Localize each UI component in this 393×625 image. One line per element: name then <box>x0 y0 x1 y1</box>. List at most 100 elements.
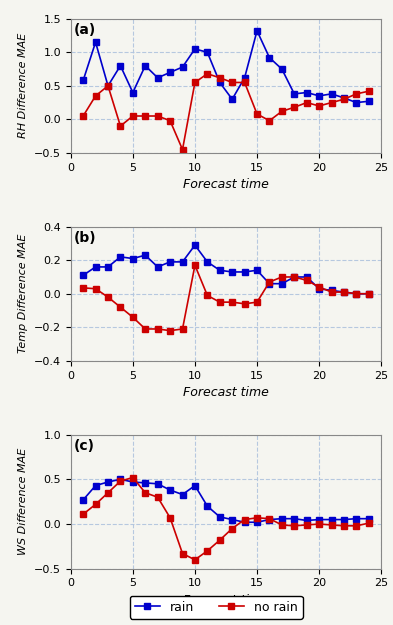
rain <box>255 266 259 274</box>
rain <box>193 241 197 249</box>
no rain <box>143 112 148 120</box>
rain <box>279 280 284 288</box>
Text: (c): (c) <box>74 439 95 452</box>
rain <box>292 515 297 522</box>
no rain <box>230 525 235 532</box>
no rain <box>130 314 135 321</box>
rain <box>155 480 160 488</box>
no rain <box>106 489 110 496</box>
no rain <box>193 261 197 269</box>
no rain <box>118 303 123 311</box>
no rain <box>93 285 98 292</box>
rain <box>143 479 148 487</box>
no rain <box>279 273 284 281</box>
rain <box>130 89 135 96</box>
rain <box>217 266 222 274</box>
no rain <box>292 273 297 281</box>
Line: rain: rain <box>81 28 371 106</box>
rain <box>118 253 123 261</box>
no rain <box>217 298 222 306</box>
rain <box>180 491 185 498</box>
rain <box>193 482 197 489</box>
no rain <box>205 70 210 78</box>
rain <box>366 515 371 522</box>
rain <box>317 516 321 523</box>
no rain <box>81 112 86 120</box>
no rain <box>279 521 284 529</box>
rain <box>93 39 98 46</box>
no rain <box>118 122 123 130</box>
no rain <box>143 489 148 496</box>
no rain <box>81 511 86 518</box>
rain <box>304 89 309 96</box>
no rain <box>255 298 259 306</box>
rain <box>279 65 284 72</box>
rain <box>279 515 284 522</box>
rain <box>168 258 173 266</box>
no rain <box>267 117 272 124</box>
Text: (a): (a) <box>74 22 96 37</box>
no rain <box>354 90 359 98</box>
no rain <box>342 96 346 103</box>
no rain <box>304 521 309 529</box>
rain <box>255 27 259 34</box>
Line: no rain: no rain <box>81 71 371 152</box>
no rain <box>106 293 110 301</box>
rain <box>118 476 123 483</box>
no rain <box>168 514 173 521</box>
no rain <box>279 107 284 115</box>
rain <box>317 285 321 292</box>
X-axis label: Forecast time: Forecast time <box>183 594 269 607</box>
rain <box>130 255 135 262</box>
rain <box>329 90 334 98</box>
rain <box>366 98 371 105</box>
X-axis label: Forecast time: Forecast time <box>183 386 269 399</box>
rain <box>342 516 346 523</box>
rain <box>106 263 110 271</box>
rain <box>230 96 235 103</box>
no rain <box>93 92 98 99</box>
rain <box>342 94 346 102</box>
no rain <box>366 290 371 298</box>
rain <box>155 263 160 271</box>
rain <box>130 478 135 486</box>
no rain <box>180 146 185 153</box>
rain <box>143 62 148 69</box>
rain <box>354 515 359 522</box>
no rain <box>230 298 235 306</box>
no rain <box>366 88 371 95</box>
no rain <box>205 547 210 554</box>
no rain <box>366 519 371 527</box>
no rain <box>304 99 309 106</box>
rain <box>93 482 98 489</box>
no rain <box>342 288 346 296</box>
rain <box>304 273 309 281</box>
rain <box>267 54 272 61</box>
no rain <box>118 478 123 485</box>
X-axis label: Forecast time: Forecast time <box>183 178 269 191</box>
no rain <box>155 494 160 501</box>
Line: rain: rain <box>81 476 371 525</box>
no rain <box>292 522 297 529</box>
rain <box>242 519 247 526</box>
no rain <box>130 474 135 481</box>
no rain <box>342 522 346 529</box>
no rain <box>242 516 247 523</box>
no rain <box>93 501 98 508</box>
no rain <box>354 290 359 298</box>
Line: no rain: no rain <box>81 262 371 333</box>
no rain <box>242 79 247 86</box>
rain <box>168 69 173 76</box>
rain <box>180 63 185 71</box>
rain <box>329 287 334 294</box>
Legend: rain, no rain: rain, no rain <box>130 596 303 619</box>
no rain <box>217 74 222 81</box>
rain <box>118 62 123 69</box>
Y-axis label: WS Difference MAE: WS Difference MAE <box>18 448 28 555</box>
no rain <box>317 520 321 528</box>
no rain <box>168 327 173 334</box>
rain <box>255 519 259 526</box>
no rain <box>81 284 86 292</box>
rain <box>93 263 98 271</box>
rain <box>292 90 297 98</box>
